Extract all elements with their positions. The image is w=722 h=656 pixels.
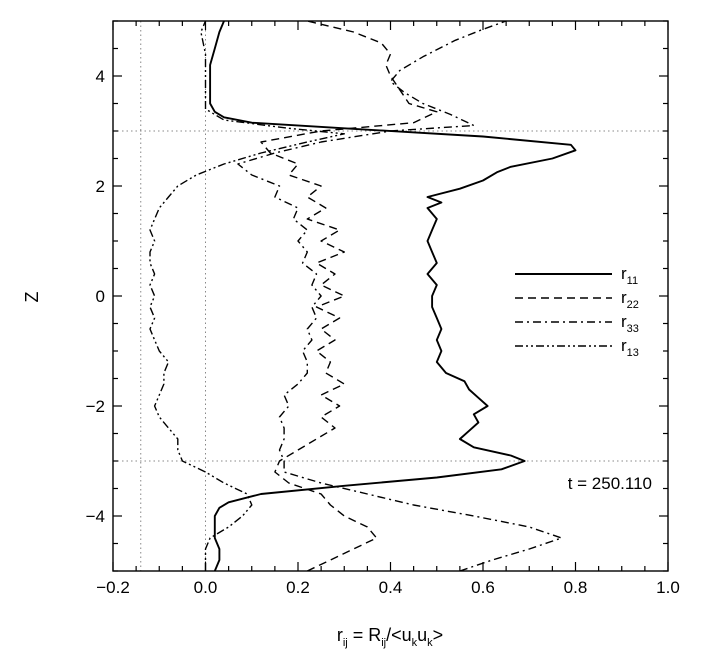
legend-label-subscript: 33	[627, 323, 639, 335]
legend-label-symbol: r	[621, 312, 627, 331]
x-tick-label: 0.8	[564, 578, 588, 597]
x-axis-title-slash: /<u	[386, 625, 412, 645]
x-axis-title-symbol-sub: ij	[343, 637, 348, 649]
legend-label-symbol: r	[621, 336, 627, 355]
x-tick-label: 0.6	[471, 578, 495, 597]
legend-label-r11: r11	[621, 264, 638, 287]
x-tick-label: 1.0	[656, 578, 680, 597]
y-tick-label: 0	[96, 287, 105, 306]
legend-label-r22: r22	[621, 288, 639, 311]
x-axis-title-u2: u	[417, 625, 427, 645]
series-line-r33	[237, 21, 563, 571]
y-tick-label: 2	[96, 177, 105, 196]
x-axis-title-symbol: r	[337, 625, 343, 645]
series-line-r11	[209, 21, 577, 571]
series-line-r22	[260, 21, 438, 571]
legend-label-symbol: r	[621, 288, 627, 307]
x-axis-title-eq-sub: ij	[381, 637, 386, 649]
tick-layer	[112, 20, 669, 572]
tick-label-layer: −0.2 0.0 0.2 0.4 0.6 0.8 1.0 −4 −2 0 2 4	[86, 67, 680, 597]
y-axis-title: Z	[22, 292, 42, 303]
x-axis-title-eq: = R	[348, 625, 382, 645]
x-tick-label: 0.2	[286, 578, 310, 597]
x-tick-label: 0.0	[194, 578, 218, 597]
series-layer	[149, 21, 577, 571]
legend-label-subscript: 13	[627, 347, 639, 359]
legend-label-subscript: 11	[627, 275, 638, 287]
grid-layer	[113, 21, 668, 571]
legend-label-r13: r13	[621, 336, 639, 359]
legend-label-r33: r33	[621, 312, 639, 335]
x-axis-title-k1: k	[412, 637, 418, 649]
y-tick-label: −2	[86, 397, 105, 416]
legend-label-subscript: 22	[627, 299, 639, 311]
x-axis-title-k2: k	[427, 637, 433, 649]
time-annotation: t = 250.110	[568, 474, 652, 493]
y-tick-label: −4	[86, 507, 105, 526]
y-tick-label: 4	[96, 67, 105, 86]
x-axis-title: rij = Rij/<ukuk>	[337, 625, 443, 649]
legend-label-symbol: r	[621, 264, 627, 283]
x-axis-title-close: >	[433, 625, 444, 645]
series-line-r13	[149, 21, 345, 571]
x-tick-label: −0.2	[96, 578, 130, 597]
x-tick-label: 0.4	[379, 578, 403, 597]
